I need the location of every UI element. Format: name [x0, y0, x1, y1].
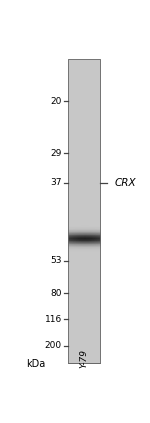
- Text: 200: 200: [45, 341, 62, 350]
- Bar: [68, 59, 100, 363]
- Text: 20: 20: [50, 97, 62, 106]
- Text: 29: 29: [50, 149, 62, 158]
- Bar: [68, 59, 100, 363]
- Text: kDa: kDa: [26, 359, 45, 368]
- Text: 116: 116: [45, 315, 62, 324]
- Text: 53: 53: [50, 256, 62, 265]
- Text: Y-79: Y-79: [79, 349, 88, 368]
- Text: CRX: CRX: [114, 178, 136, 188]
- Text: 80: 80: [50, 289, 62, 298]
- Text: 37: 37: [50, 178, 62, 187]
